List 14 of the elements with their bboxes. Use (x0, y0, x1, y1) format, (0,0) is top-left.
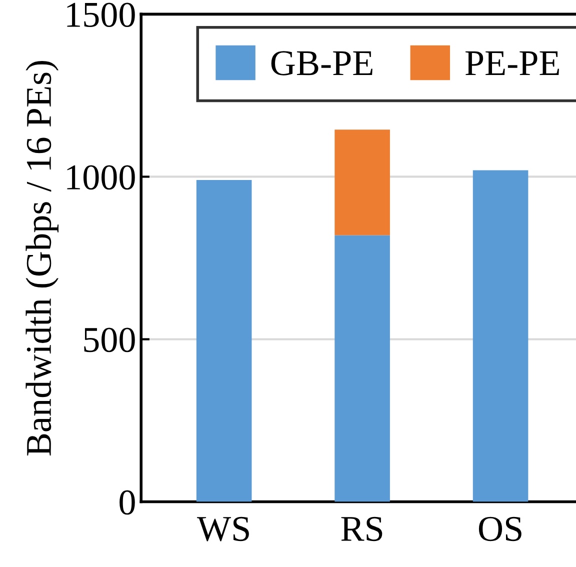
bar (196, 180, 252, 502)
y-tick-label: 500 (84, 328, 135, 352)
x-tick-label: RS (341, 516, 382, 542)
y-tick-label: 1500 (67, 2, 135, 28)
x-tick-label: OS (478, 516, 522, 542)
y-tick-label: 0 (120, 490, 135, 515)
y-axis-title: Bandwidth (Gbps / 16 PEs) (26, 60, 58, 456)
y-tick-label: 1000 (67, 165, 135, 190)
bar (334, 235, 390, 502)
legend-label: PE-PE (466, 51, 559, 76)
x-tick-label: WS (197, 516, 249, 542)
legend-label: GB-PE (271, 51, 372, 76)
bar (472, 170, 528, 502)
bar (334, 130, 390, 236)
